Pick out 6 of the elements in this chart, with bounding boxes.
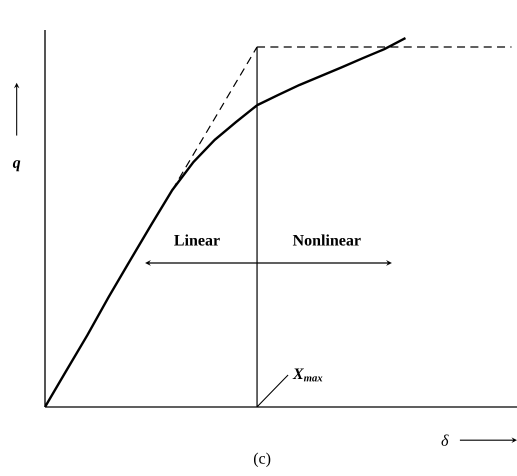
y-axis-title: q (12, 160, 20, 172)
text: (c) (254, 452, 270, 468)
annotation: X$_{max}$ (292, 368, 322, 382)
annotation: Nonlinear (292, 234, 361, 246)
annotation: Linear (174, 234, 220, 246)
x-axis-title: δ (442, 434, 449, 446)
